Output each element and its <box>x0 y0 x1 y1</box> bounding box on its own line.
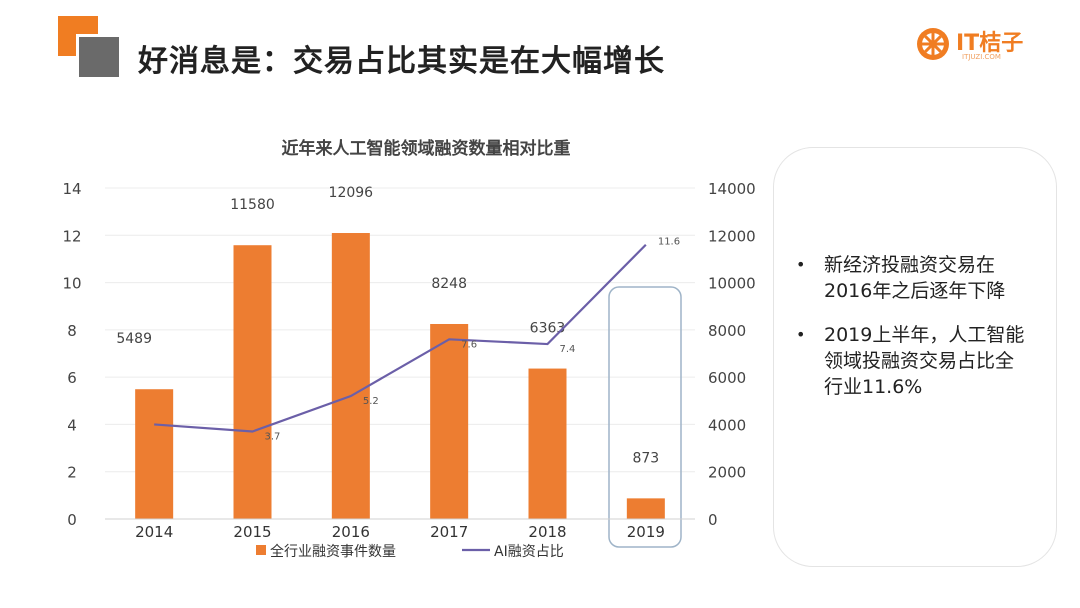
bullet-icon: • <box>796 325 806 344</box>
y-left-tick-label: 2 <box>67 464 77 482</box>
y-left-tick-label: 4 <box>67 416 77 434</box>
note-item: • 新经济投融资交易在2016年之后逐年下降 <box>796 252 1026 304</box>
x-tick-label: 2014 <box>135 523 173 541</box>
bar-value-label: 5489 <box>116 331 152 347</box>
logo-subtext: ITJUZI.COM <box>962 53 1001 61</box>
logo-text: IT桔子 <box>956 31 1024 56</box>
orange-slice-icon <box>917 28 949 60</box>
x-tick-label: 2015 <box>233 523 271 541</box>
legend: 全行业融资事件数量 AI融资占比 <box>256 543 564 560</box>
ratio-data-label: 7.4 <box>560 344 576 355</box>
y-left-tick-label: 12 <box>62 227 81 245</box>
notes-panel: • 新经济投融资交易在2016年之后逐年下降 • 2019上半年，人工智能领域投… <box>773 147 1057 567</box>
legend-bar-swatch <box>256 545 266 555</box>
ratio-data-label: 5.2 <box>363 396 379 407</box>
y-left-tick-label: 10 <box>62 275 81 293</box>
slide-title: 好消息是：交易占比其实是在大幅增长 <box>138 44 665 79</box>
ratio-data-label: 7.6 <box>461 339 477 350</box>
itjuzi-logo: IT桔子 ITJUZI.COM <box>916 24 1046 66</box>
note-text: 新经济投融资交易在2016年之后逐年下降 <box>824 254 1006 302</box>
bar-value-label: 11580 <box>230 197 275 213</box>
chart-title: 近年来人工智能领域融资数量相对比重 <box>282 138 571 159</box>
y-right-tick-label: 14000 <box>708 180 756 198</box>
x-tick-label: 2017 <box>430 523 468 541</box>
bar-value-label: 12096 <box>329 185 374 201</box>
decor-square-gray <box>76 34 122 80</box>
bar <box>626 498 665 519</box>
y-right-tick-label: 0 <box>708 511 718 529</box>
highlight-2019-frame <box>608 286 682 548</box>
gridlines <box>105 187 695 520</box>
bar-value-label: 873 <box>632 450 659 466</box>
x-tick-label: 2016 <box>332 523 370 541</box>
ratio-line: 3.7 5.2 7.6 7.4 11.6 <box>154 237 680 443</box>
y-left-tick-label: 14 <box>62 180 81 198</box>
bar <box>331 233 370 520</box>
ratio-data-label: 3.7 <box>265 432 281 443</box>
y-right-tick-label: 8000 <box>708 322 746 340</box>
y-right-tick-label: 6000 <box>708 369 746 387</box>
bar <box>528 368 567 519</box>
notes-list: • 新经济投融资交易在2016年之后逐年下降 • 2019上半年，人工智能领域投… <box>796 252 1026 418</box>
y-right-tick-label: 4000 <box>708 416 746 434</box>
combo-chart: 近年来人工智能领域融资数量相对比重 5489 11580 12096 8248 6363… <box>62 138 755 560</box>
y-right-tick-label: 12000 <box>708 227 756 245</box>
bar <box>233 245 272 520</box>
ratio-data-label: 11.6 <box>658 237 680 248</box>
bar-value-label: 6363 <box>530 321 566 337</box>
y-right-tick-label: 10000 <box>708 275 756 293</box>
x-tick-label: 2019 <box>627 523 665 541</box>
note-text: 2019上半年，人工智能领域投融资交易占比全行业11.6% <box>824 324 1025 398</box>
y-left-tick-label: 8 <box>67 322 77 340</box>
bar <box>430 323 469 519</box>
note-item: • 2019上半年，人工智能领域投融资交易占比全行业11.6% <box>796 322 1026 400</box>
legend-bar-label: 全行业融资事件数量 <box>270 543 396 560</box>
y-left-tick-label: 0 <box>67 511 77 529</box>
axes: 0 2 4 6 8 10 12 14 0 2000 4000 6000 8000 10000 12000 14… <box>62 180 755 541</box>
bar <box>135 389 174 519</box>
y-right-tick-label: 2000 <box>708 464 746 482</box>
x-tick-label: 2018 <box>528 523 566 541</box>
bar-value-label: 8248 <box>431 276 467 292</box>
bars: 5489 11580 12096 8248 6363 873 <box>116 185 665 520</box>
y-left-tick-label: 6 <box>67 369 77 387</box>
ratio-line-path <box>154 243 647 433</box>
bullet-icon: • <box>796 255 806 274</box>
legend-line-label: AI融资占比 <box>494 544 564 560</box>
